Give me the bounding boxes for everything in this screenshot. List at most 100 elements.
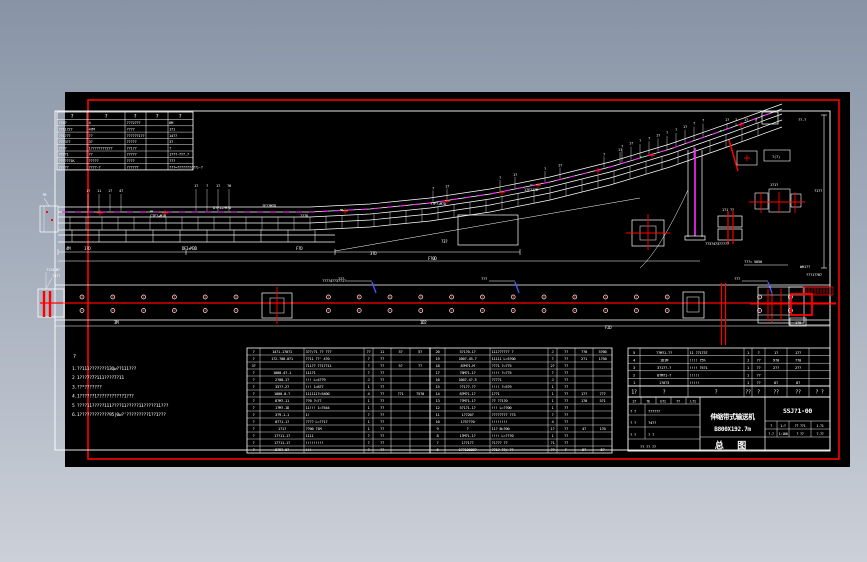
bom-table-left-cell: ??11 ??' 4?0 (306, 356, 331, 361)
idler-dot (480, 294, 485, 300)
bom-table-left-cell: 5? (399, 363, 403, 368)
truss-chord (58, 119, 783, 224)
info-cell: 3? (89, 139, 93, 144)
bom-header-cell: ? ? (815, 390, 823, 396)
idler-dot (634, 294, 639, 300)
bom-table-left-cell: 2?00-1? (275, 377, 289, 382)
bom-table-small-cell: 8? (796, 380, 800, 385)
bom-table-left-cell: 3? (252, 363, 256, 368)
bom-table-right-cell: 5? (582, 447, 586, 452)
param-cell: ? (770, 424, 772, 428)
dim-label: 4M (66, 246, 71, 251)
transition-frame (457, 214, 519, 246)
idler-dot-center (235, 296, 237, 298)
bom-header-cell: ? (757, 390, 760, 396)
notes-line: 4.1??????1???????????1??? (72, 394, 134, 400)
bom-table-right-cell: 1??1?? (462, 440, 474, 445)
idler-dot-center (758, 296, 761, 298)
bom-table-left-cell: ?? (380, 370, 384, 375)
info-cell: 6M (169, 120, 174, 125)
idler-dot-center (81, 296, 83, 298)
bom-table-right-cell: 1??10008? (459, 447, 477, 452)
annotation: ?(?) (772, 154, 780, 159)
bom-header-cell: ? (715, 390, 718, 396)
param-cell: ?.?? (816, 432, 823, 436)
bom-table-small-cell: 2 (633, 373, 635, 378)
bom-table-small-cell: 3 (633, 365, 635, 370)
belt-dash (373, 207, 381, 210)
bom-table-right-cell: 100?.4?-5 (459, 377, 477, 382)
bom-table-right-cell: 2?1 (581, 356, 588, 361)
bom-table-right-cell: ?? (564, 419, 568, 424)
bom-table-small-cell: 2?? (795, 365, 801, 370)
bom-table-small-cell: 5 (633, 350, 635, 355)
callout-label: ? (603, 152, 605, 157)
plan-dim-label: 3M (114, 320, 119, 325)
bom-table-left-cell: 1! (306, 412, 310, 417)
info-cell: ????-? (89, 164, 101, 169)
idler-dot-center (419, 309, 422, 312)
bom-table-left-cell: !!! L=4??9 (306, 377, 327, 382)
bom-table-right-cell: ? (552, 412, 554, 417)
bom-table-left-cell: ? (253, 377, 255, 382)
notes-line: 2 1???7?7?111????7?11 (72, 375, 124, 381)
idler-dot (603, 294, 608, 300)
info-cell: ??????1K (59, 158, 76, 163)
bom-table-right-cell: ?? (564, 384, 568, 389)
bom-table-left-cell: ? (253, 447, 255, 452)
bom-table-left-cell: ? (253, 356, 255, 361)
product-spec: B800X192.7m (714, 426, 751, 433)
callout-label: 1? (194, 183, 198, 188)
idler-dot-center (573, 309, 576, 312)
idler-dot-center (481, 309, 484, 312)
info-header: ? (179, 114, 182, 120)
flag-label: ??? (734, 276, 740, 281)
idler-dot (202, 308, 208, 313)
zone-label: D?F1+?M?D (213, 205, 232, 210)
bom-table-left-cell: ? (368, 356, 370, 361)
bom-table-left-cell: 1 (368, 419, 371, 424)
info-cell: ???3?? (59, 139, 71, 144)
info-cell: ??11?2? (59, 127, 73, 132)
bom-table-right-cell: 8 (437, 433, 440, 438)
head-pulley-box (761, 111, 779, 125)
bom-table-right-cell: 9 (437, 426, 440, 431)
bom-table-right-cell: 1?? (581, 391, 587, 396)
bom-table-left-cell: ?? (418, 363, 422, 368)
bom-table-right-cell: 1?0 (581, 398, 588, 403)
bom-table-right-cell: ?? (564, 440, 568, 445)
info-cell: ????? (89, 158, 99, 163)
bom-table-left-cell: ? (253, 391, 255, 396)
bom-table-right-cell: ?? (564, 433, 568, 438)
info-header: ? (134, 114, 137, 120)
bom-table-left-cell: ?? (380, 419, 384, 424)
bom-table-right-cell: 10 (436, 419, 441, 424)
bom-table-right-cell: 18 (436, 363, 441, 368)
bom-table-right-cell: 8?M?1-1? (460, 391, 476, 396)
idler-dot (603, 308, 608, 313)
callout-label: 1? (558, 163, 562, 168)
pulley-detail (790, 193, 802, 208)
annotation: ??3?4?3????? (705, 241, 729, 246)
idler-dot-center (327, 309, 330, 312)
bom-table-left-cell: 5? (418, 349, 422, 354)
notes-line: 3.??*??????? (72, 384, 102, 390)
annotation: ???1??8? (806, 272, 822, 277)
info-cell: ????? (127, 139, 137, 144)
bom-table-small-cell: ??M?1-?? (656, 350, 672, 355)
callout-label: 1? (108, 188, 112, 193)
bom-table-left-cell: ?? (380, 377, 384, 382)
dim-label: ?3? (441, 239, 448, 244)
leader (43, 197, 50, 207)
dim-label: 1?D (84, 246, 91, 251)
revision-cell: ?4?? (648, 420, 656, 425)
bom-table-small-cell: ??0 (795, 357, 802, 362)
bom-table-left-cell: 4 (368, 391, 371, 396)
bom-table-left-cell: ?? (380, 426, 384, 431)
bom-table-right-cell: ??1? ??/ ?? (492, 447, 514, 452)
callout-label: 1? (683, 124, 687, 129)
info-cell: ???=???????(??)-? (169, 164, 203, 169)
bom-table-left-cell: ?? (367, 349, 371, 354)
idler-dot (541, 308, 547, 313)
